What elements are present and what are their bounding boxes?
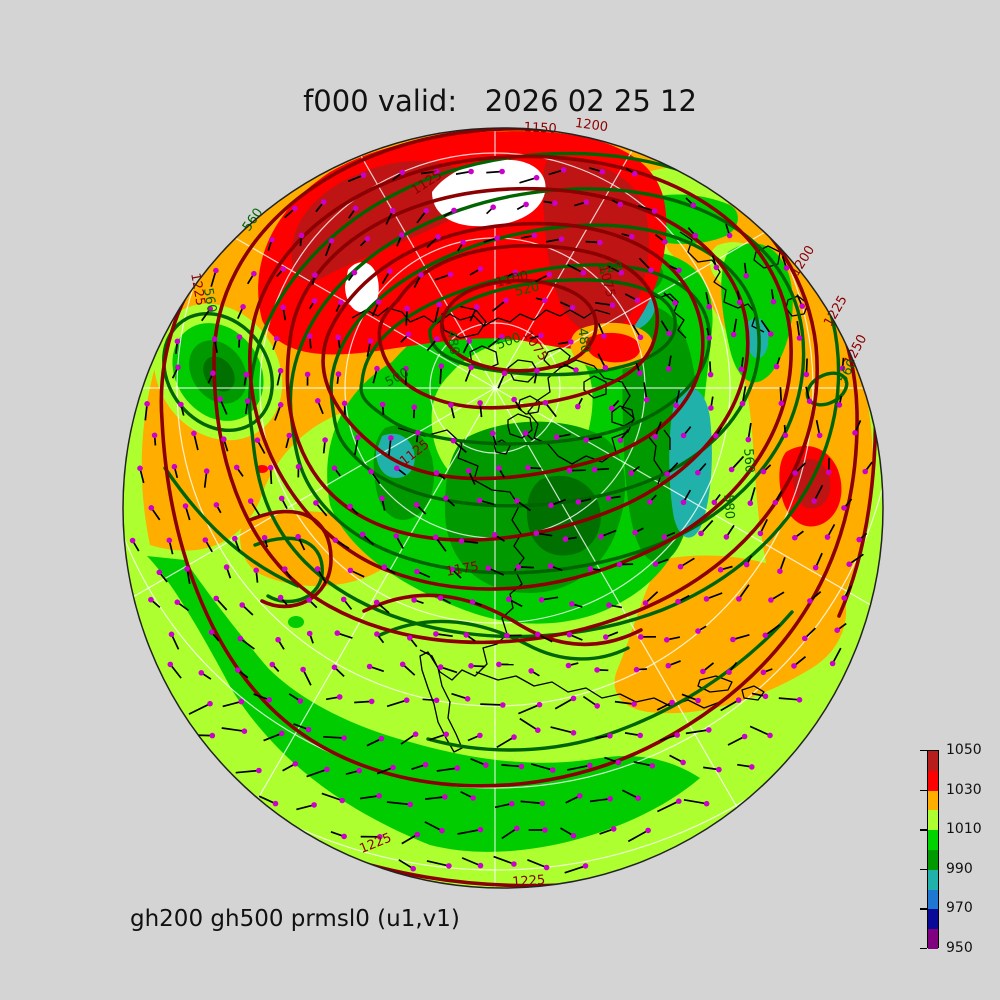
colorbar-segment (928, 751, 938, 771)
gh500-contours (162, 151, 849, 752)
svg-text:1225: 1225 (187, 272, 208, 307)
colorbar-tick-label: 1010 (946, 821, 982, 838)
svg-text:1200: 1200 (574, 116, 609, 135)
colorbar-segment (928, 929, 938, 949)
colorbar-tick-label: 990 (946, 860, 973, 877)
colorbar-tick-label: 950 (946, 940, 973, 956)
colorbar-tick (920, 829, 927, 831)
colorbar-segment (928, 830, 938, 850)
colorbar-tick (920, 789, 927, 791)
colorbar-segment (928, 889, 938, 910)
colorbar-tick-label: 1050 (946, 742, 982, 758)
svg-text:1150: 1150 (523, 120, 557, 137)
svg-text:480: 480 (443, 329, 461, 356)
colorbar-frame (927, 750, 939, 949)
colorbar-segment (928, 909, 938, 930)
colorbar-tick (920, 868, 927, 871)
plot-footer: gh200 gh500 prmsl0 (u1,v1) (130, 906, 460, 932)
colorbar-tick (920, 750, 927, 752)
globe-outline (122, 127, 884, 889)
colorbar-segment (928, 869, 938, 890)
plot-title: f000 valid: 2026 02 25 12 (303, 84, 697, 118)
svg-text:520: 520 (513, 279, 541, 300)
svg-text:560: 560 (200, 287, 219, 314)
svg-text:520: 520 (597, 259, 624, 278)
svg-text:1175: 1175 (445, 559, 480, 580)
colorbar-segment (928, 850, 938, 870)
svg-text:560: 560 (740, 448, 757, 474)
colorbar: 105010301010990970950prmsl (hPa) (887, 738, 997, 960)
colorbar-tick-label: 970 (946, 900, 973, 917)
svg-text:480: 480 (574, 327, 592, 354)
svg-text:580: 580 (720, 494, 737, 520)
colorbar-segment (928, 790, 938, 811)
colorbar-segment (928, 770, 938, 791)
colorbar-tick (920, 908, 927, 910)
colorbar-segment (928, 810, 938, 831)
colorbar-tick (920, 948, 927, 950)
colorbar-tick-label: 1030 (946, 781, 982, 798)
wind-vectors (129, 167, 873, 874)
